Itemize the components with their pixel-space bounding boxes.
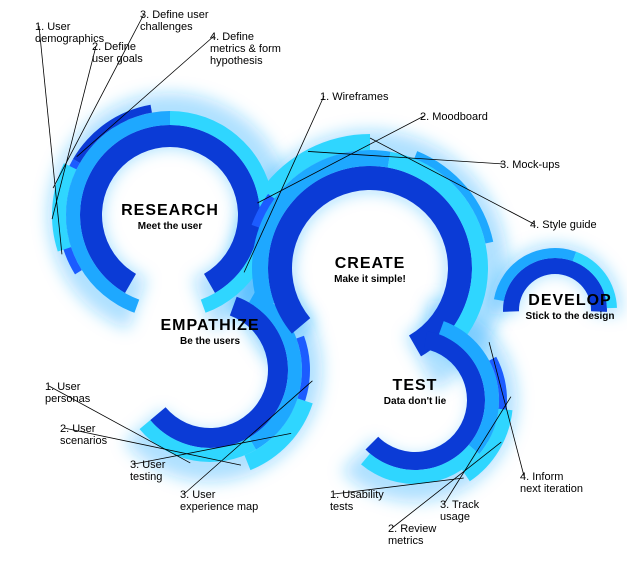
research-step-3: 4. Definemetrics & formhypothesis [210,31,281,67]
create-title: CREATE [335,255,406,272]
empathize-title: EMPATHIZE [160,317,259,334]
create-step-0: 1. Wireframes [320,91,389,103]
empathize-step-2: 3. Usertesting [130,459,166,483]
test-step-2: 3. Trackusage [440,499,480,523]
empathize-step-3: 3. Userexperience map [180,489,258,513]
develop-subtitle: Stick to the design [526,311,615,322]
create-step-1: 2. Moodboard [420,111,488,123]
create-step-3: 4. Style guide [530,219,597,231]
test-step-3: 4. Informnext iteration [520,471,583,495]
research-subtitle: Meet the user [138,221,203,232]
test-step-0: 1. Usabilitytests [330,489,384,513]
process-diagram: RESEARCHMeet the user1. Userdemographics… [0,0,627,569]
create-subtitle: Make it simple! [334,274,406,285]
research-step-1: 2. Defineuser goals [92,41,143,65]
empathize-step-1: 2. Userscenarios [60,423,108,447]
test-title: TEST [393,377,438,394]
empathize-subtitle: Be the users [180,336,240,347]
test-step-1: 2. Reviewmetrics [388,523,436,547]
research-title: RESEARCH [121,202,219,219]
research-step-2: 3. Define userchallenges [140,9,209,33]
test-subtitle: Data don't lie [384,396,447,407]
empathize-step-0: 1. Userpersonas [45,381,91,405]
develop-title: DEVELOP [528,292,611,309]
create-step-2: 3. Mock-ups [500,159,560,171]
